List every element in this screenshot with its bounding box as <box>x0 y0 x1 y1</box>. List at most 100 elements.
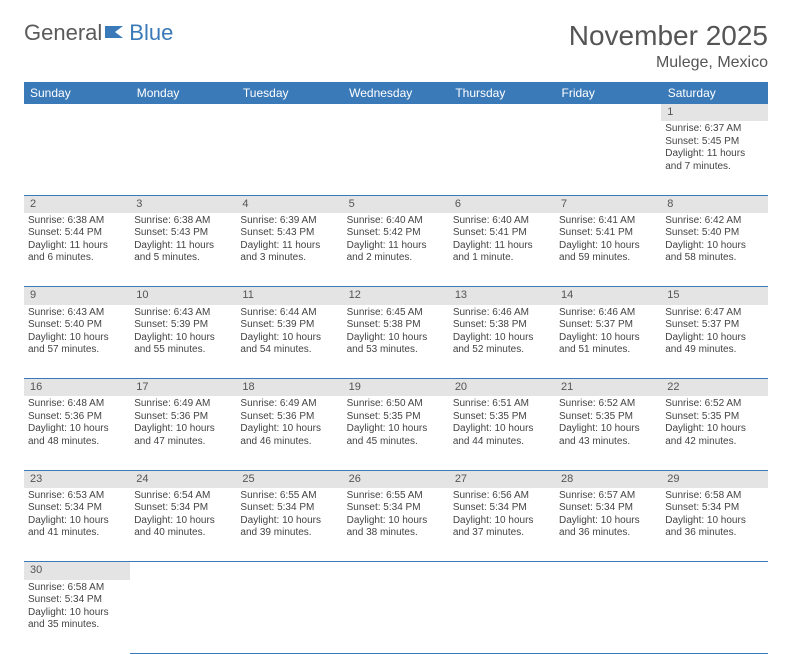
sunrise-text: Sunrise: 6:55 AM <box>347 490 445 503</box>
sunset-text: Sunset: 5:39 PM <box>240 319 338 332</box>
calendar-table: SundayMondayTuesdayWednesdayThursdayFrid… <box>24 82 768 654</box>
sunset-text: Sunset: 5:34 PM <box>347 502 445 515</box>
sunset-text: Sunset: 5:38 PM <box>347 319 445 332</box>
day-number-cell: 15 <box>661 287 767 305</box>
daylight-text: Daylight: 10 hours and 43 minutes. <box>559 423 657 448</box>
day-detail-cell <box>236 121 342 195</box>
day-detail-row: Sunrise: 6:37 AMSunset: 5:45 PMDaylight:… <box>24 121 768 195</box>
day-detail-cell <box>24 121 130 195</box>
daylight-text: Daylight: 10 hours and 51 minutes. <box>559 332 657 357</box>
daylight-text: Daylight: 10 hours and 58 minutes. <box>665 240 763 265</box>
day-detail-cell: Sunrise: 6:48 AMSunset: 5:36 PMDaylight:… <box>24 396 130 470</box>
sunrise-text: Sunrise: 6:49 AM <box>240 398 338 411</box>
logo-text-blue: Blue <box>129 20 173 46</box>
sunrise-text: Sunrise: 6:50 AM <box>347 398 445 411</box>
sunrise-text: Sunrise: 6:39 AM <box>240 215 338 228</box>
sunrise-text: Sunrise: 6:45 AM <box>347 307 445 320</box>
title-block: November 2025 Mulege, Mexico <box>569 20 768 72</box>
sunset-text: Sunset: 5:39 PM <box>134 319 232 332</box>
sunrise-text: Sunrise: 6:52 AM <box>665 398 763 411</box>
day-number-cell: 18 <box>236 379 342 397</box>
sunrise-text: Sunrise: 6:41 AM <box>559 215 657 228</box>
day-detail-cell: Sunrise: 6:39 AMSunset: 5:43 PMDaylight:… <box>236 213 342 287</box>
sunrise-text: Sunrise: 6:56 AM <box>453 490 551 503</box>
day-number-cell: 8 <box>661 195 767 213</box>
day-number-cell <box>555 562 661 580</box>
day-number-cell: 7 <box>555 195 661 213</box>
weekday-header: Sunday <box>24 82 130 104</box>
daylight-text: Daylight: 10 hours and 59 minutes. <box>559 240 657 265</box>
day-detail-cell: Sunrise: 6:43 AMSunset: 5:40 PMDaylight:… <box>24 305 130 379</box>
day-number-cell <box>24 104 130 121</box>
day-number-cell: 4 <box>236 195 342 213</box>
sunrise-text: Sunrise: 6:52 AM <box>559 398 657 411</box>
sunset-text: Sunset: 5:36 PM <box>28 411 126 424</box>
day-number-cell: 6 <box>449 195 555 213</box>
day-detail-row: Sunrise: 6:43 AM Sunset: 5:40 PM Daylight:… <box>24 305 768 379</box>
sunset-text: Sunset: 5:34 PM <box>28 594 126 607</box>
daylight-text: Daylight: 10 hours and 42 minutes. <box>665 423 763 448</box>
day-detail-cell <box>449 121 555 195</box>
day-number-cell: 17 <box>130 379 236 397</box>
sunrise-text: Sunrise: 6:37 AM <box>665 123 763 136</box>
day-number-cell <box>343 104 449 121</box>
sunrise-text: Sunrise: 6:40 AM <box>453 215 551 228</box>
day-detail-cell: Sunrise: 6:37 AMSunset: 5:45 PMDaylight:… <box>661 121 767 195</box>
day-detail-cell: Sunrise: 6:42 AMSunset: 5:40 PMDaylight:… <box>661 213 767 287</box>
sunrise-text: Sunrise: 6:38 AM <box>134 215 232 228</box>
weekday-header: Thursday <box>449 82 555 104</box>
day-detail-cell: Sunrise: 6:49 AMSunset: 5:36 PMDaylight:… <box>236 396 342 470</box>
sunset-text: Sunset: 5:35 PM <box>347 411 445 424</box>
day-detail-cell <box>555 580 661 654</box>
day-number-cell: 11 <box>236 287 342 305</box>
day-number-cell: 28 <box>555 470 661 488</box>
sunset-text: Sunset: 5:43 PM <box>240 227 338 240</box>
day-number-cell: 27 <box>449 470 555 488</box>
day-number-cell <box>236 562 342 580</box>
day-detail-cell <box>661 580 767 654</box>
day-number-cell: 10 <box>130 287 236 305</box>
day-detail-cell <box>343 121 449 195</box>
day-number-cell: 3 <box>130 195 236 213</box>
location: Mulege, Mexico <box>569 54 768 72</box>
sunrise-text: Sunrise: 6:43 AM <box>134 307 232 320</box>
sunrise-text: Sunrise: 6:57 AM <box>559 490 657 503</box>
day-detail-cell <box>236 580 342 654</box>
day-number-cell: 1 <box>661 104 767 121</box>
sunset-text: Sunset: 5:35 PM <box>453 411 551 424</box>
day-detail-cell: Sunrise: 6:38 AMSunset: 5:43 PMDaylight:… <box>130 213 236 287</box>
day-number-cell: 12 <box>343 287 449 305</box>
daylight-text: Daylight: 10 hours and 39 minutes. <box>240 515 338 540</box>
logo-text-general: General <box>24 20 102 46</box>
sunset-text: Sunset: 5:36 PM <box>240 411 338 424</box>
day-number-row: 2345678 <box>24 195 768 213</box>
sunset-text: Sunset: 5:40 PM <box>28 319 126 332</box>
sunrise-text: Sunrise: 6:49 AM <box>134 398 232 411</box>
sunset-text: Sunset: 5:34 PM <box>28 502 126 515</box>
day-detail-cell: Sunrise: 6:46 AMSunset: 5:37 PMDaylight:… <box>555 305 661 379</box>
daylight-text: Daylight: 10 hours and 44 minutes. <box>453 423 551 448</box>
weekday-header: Wednesday <box>343 82 449 104</box>
day-number-cell <box>130 104 236 121</box>
day-number-cell <box>236 104 342 121</box>
day-number-cell: 9 <box>24 287 130 305</box>
day-detail-cell <box>555 121 661 195</box>
weekday-header-row: SundayMondayTuesdayWednesdayThursdayFrid… <box>24 82 768 104</box>
weekday-header: Saturday <box>661 82 767 104</box>
sunset-text: Sunset: 5:34 PM <box>665 502 763 515</box>
daylight-text: Daylight: 10 hours and 48 minutes. <box>28 423 126 448</box>
sunset-text: Sunset: 5:40 PM <box>665 227 763 240</box>
day-number-cell: 22 <box>661 379 767 397</box>
calendar-body: 1Sunrise: 6:37 AMSunset: 5:45 PMDaylight… <box>24 104 768 654</box>
day-number-cell: 14 <box>555 287 661 305</box>
daylight-text: Daylight: 10 hours and 38 minutes. <box>347 515 445 540</box>
sunset-text: Sunset: 5:38 PM <box>453 319 551 332</box>
month-title: November 2025 <box>569 20 768 52</box>
day-detail-cell: Sunrise: 6:58 AMSunset: 5:34 PMDaylight:… <box>661 488 767 562</box>
sunset-text: Sunset: 5:35 PM <box>559 411 657 424</box>
day-detail-cell <box>449 580 555 654</box>
daylight-text: Daylight: 10 hours and 37 minutes. <box>453 515 551 540</box>
day-detail-cell <box>130 580 236 654</box>
sunset-text: Sunset: 5:36 PM <box>134 411 232 424</box>
day-detail-cell <box>343 580 449 654</box>
